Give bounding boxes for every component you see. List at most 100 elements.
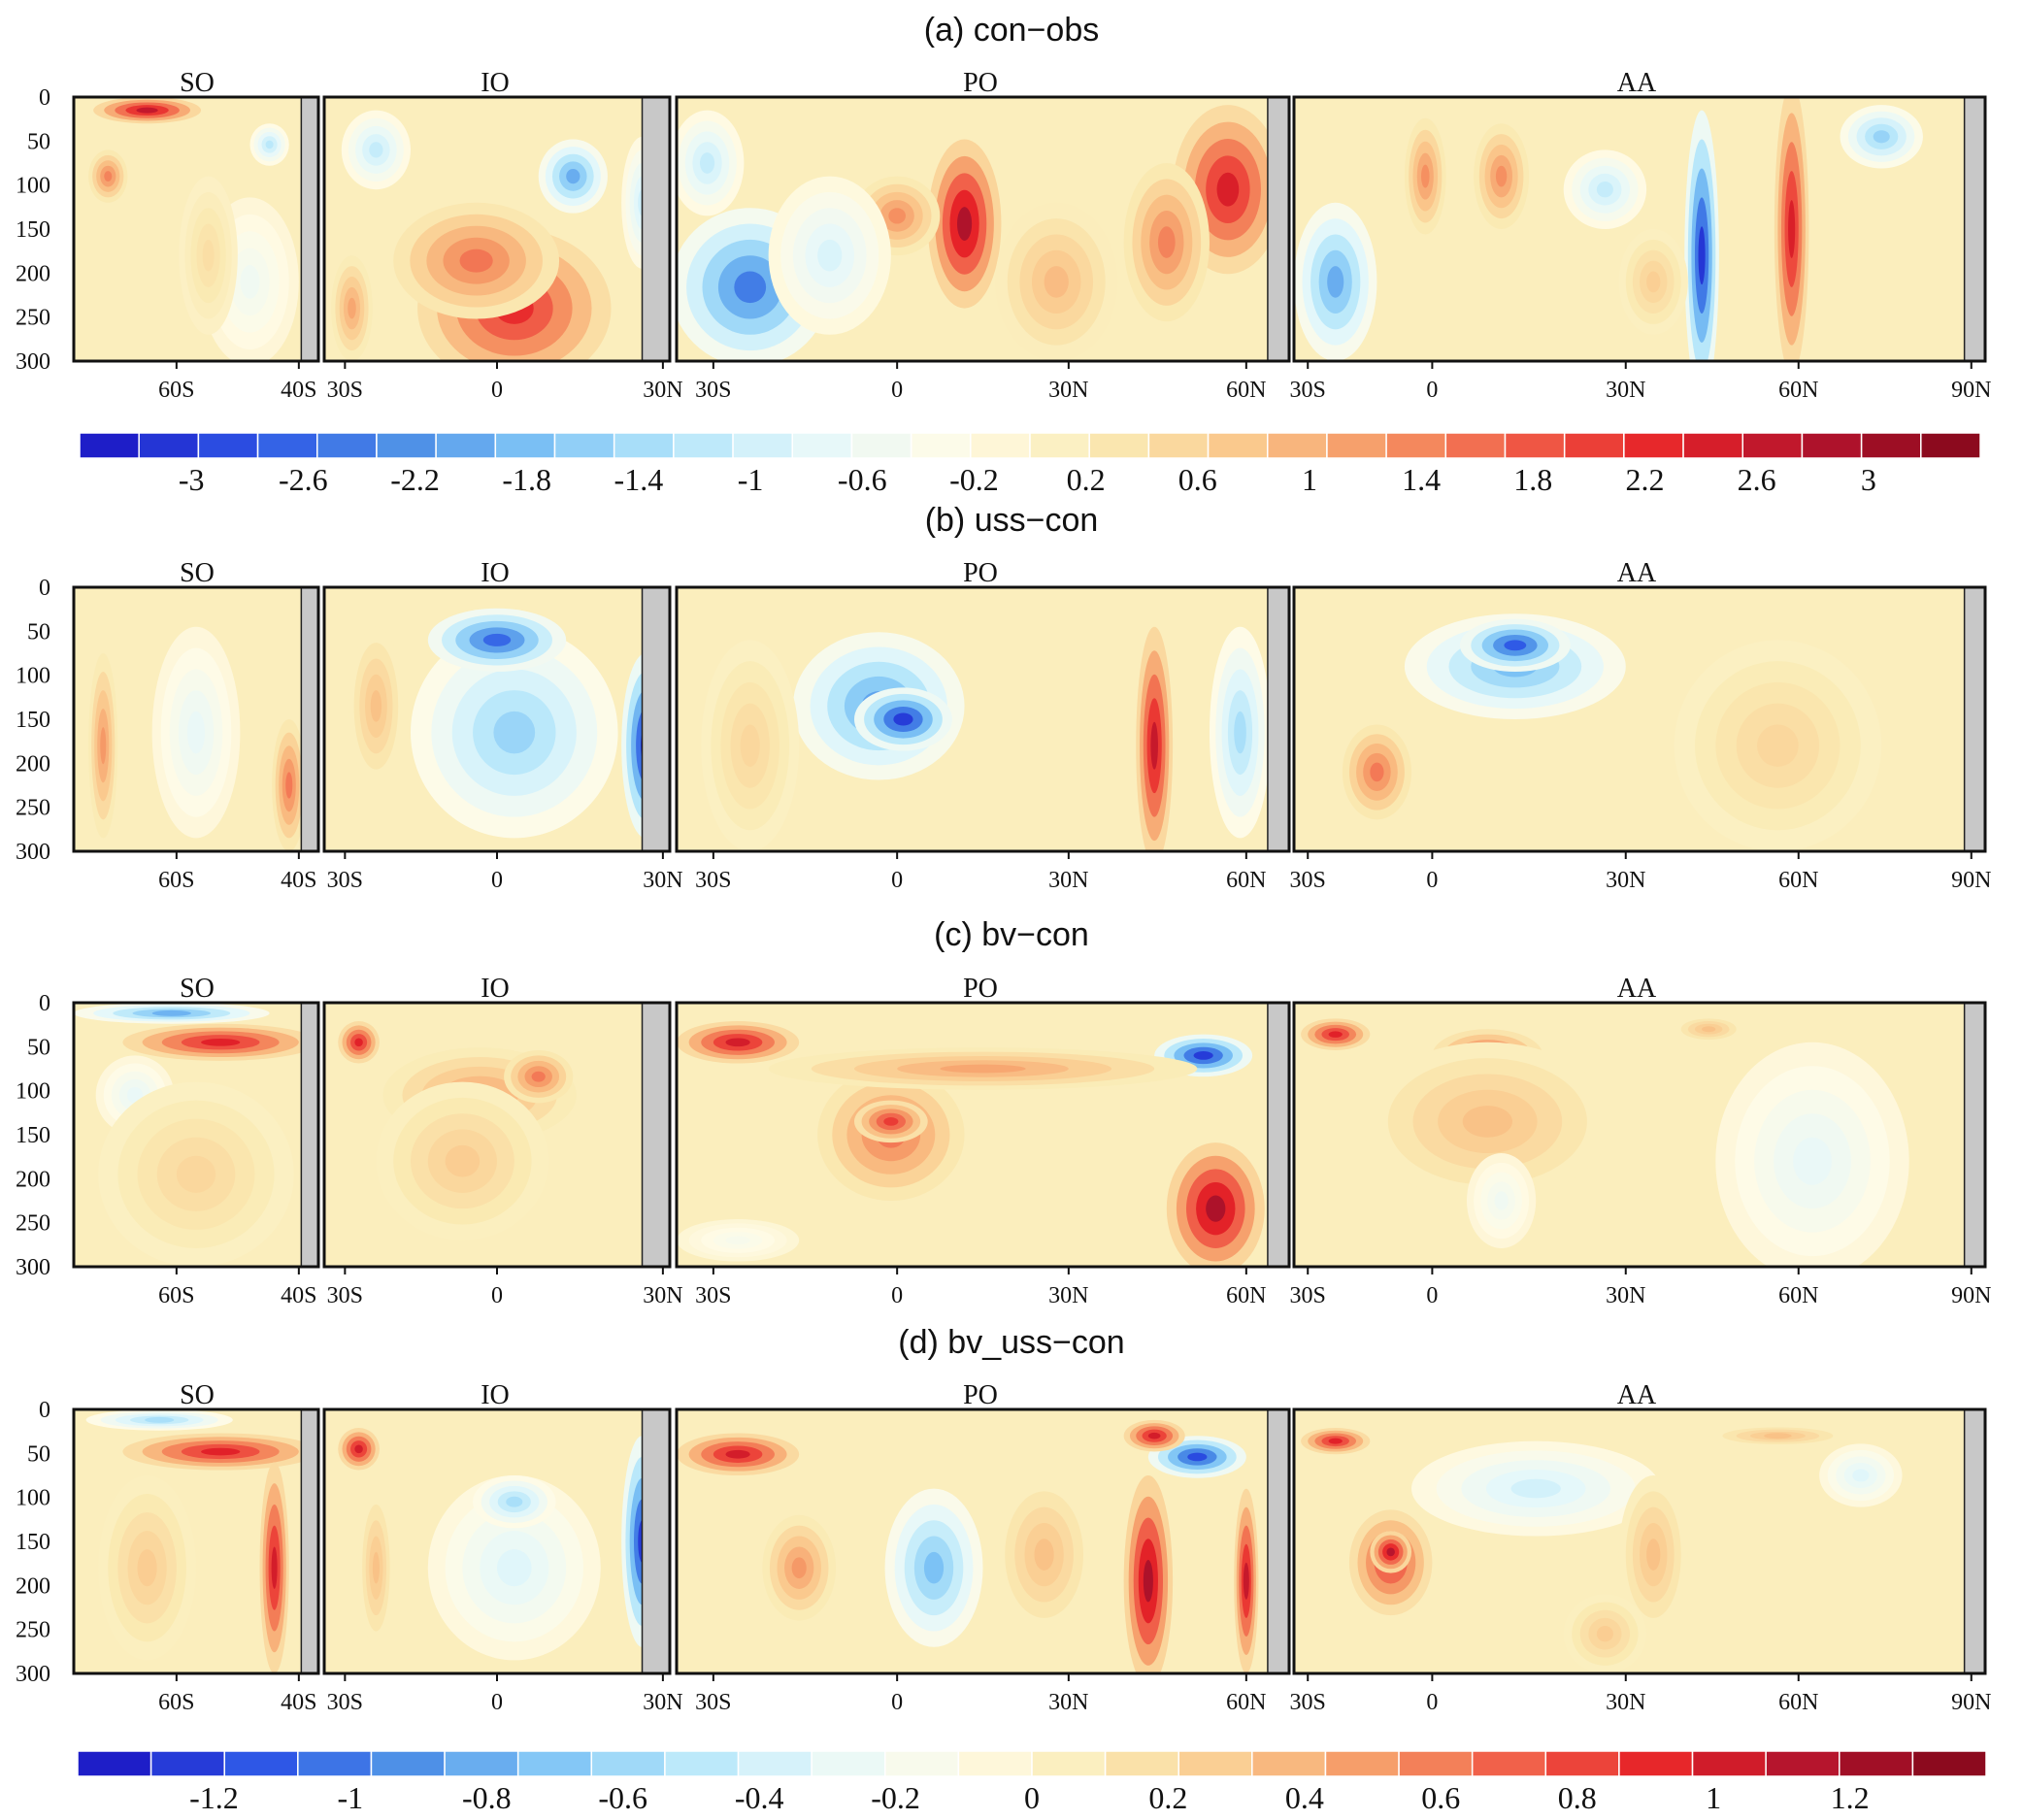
contour-blob [493,711,536,754]
contour-blob [817,239,843,272]
contour-blob [1243,1562,1249,1600]
basin-panel-po: PO 30S 0 30N 60N [675,68,1291,403]
basin-panel-aa: AA 30S 0 30N 60N 90N [1290,558,1992,893]
colorbar-label: 0.4 [1285,1780,1324,1815]
lon-tick-label: 60S [158,1283,194,1308]
colorbar-swatch [1801,432,1863,459]
depth-tick-label: 150 [16,217,50,243]
contour-blob [1873,130,1890,144]
lon-tick-label: 60N [1778,868,1818,893]
panel-frame [1292,585,1987,853]
contour-blob [1852,1469,1870,1482]
colorbar-swatch [1326,432,1387,459]
basin-panel-io: IO 30S 0 30N [322,558,683,893]
contour-blob [923,1551,945,1584]
colorbar-swatch [1618,1750,1694,1777]
lon-tick-label: 30N [1048,868,1088,893]
contour-blob [1494,1191,1509,1210]
contour-blob [126,1087,144,1104]
colorbar-swatch [1911,1750,1987,1777]
land-mask [1267,586,1290,852]
colorbar-swatch [737,1750,813,1777]
colorbar-swatch [444,1750,519,1777]
lon-tick-label: 90N [1951,378,1991,403]
colorbar-swatch [494,432,556,459]
basin-title: IO [481,1380,510,1410]
lon-tick-label: 30N [643,378,682,403]
colorbar-label: -1.2 [189,1780,239,1815]
contour-blob [285,772,293,799]
contour-blob [1328,1031,1343,1038]
contour-field [74,1003,318,1267]
land-mask [1267,96,1290,362]
colorbar-swatch [791,432,853,459]
lon-tick-label: 60N [1778,378,1818,403]
contour-blob [136,107,158,114]
contour-blob [1044,266,1069,298]
colorbar-label: 0.8 [1558,1780,1597,1815]
panel-frame [72,95,320,363]
colorbar-swatch [1920,432,1981,459]
depth-tick-label: 0 [39,1398,50,1423]
contour-field [1294,1003,1985,1267]
contour-blob [1234,711,1246,754]
colorbar-label: -1 [338,1780,364,1815]
contour-blob [956,207,973,241]
lon-tick-label: 30S [327,378,363,403]
colorbar-swatch [1839,1750,1914,1777]
contour-field [74,97,318,361]
lon-tick-label: 30N [1048,1690,1088,1715]
colorbar-swatch [376,432,437,459]
panel-title: (a) con−obs [924,12,1100,49]
contour-blob [1646,271,1661,293]
lon-tick-label: 0 [891,1283,903,1308]
colorbar-label: -0.2 [949,462,999,497]
contour-blob [1206,1195,1226,1222]
depth-tick-label: 250 [16,1618,50,1643]
colorbar-label: 1 [1302,462,1317,497]
contour-blob [445,1144,481,1177]
colorbar-label: 1.2 [1831,1780,1870,1815]
lon-tick-label: 60S [158,378,194,403]
contour-blob [1646,1539,1661,1571]
colorbar-swatch [223,1750,299,1777]
colorbar-label: 2.6 [1738,462,1776,497]
colorbar-top: -3 -2.6 -2.2 -1.8 -1.4 -1 -0.6 -0.2 0.2 0.6 1 1.4 1.… [79,432,1981,497]
colorbar-swatch [1741,432,1804,459]
depth-tick-label: 0 [39,85,50,111]
contour-blob [1216,172,1240,207]
lon-tick-label: 60N [1778,1690,1818,1715]
basin-title: AA [1617,558,1657,588]
contour-blob [699,152,715,174]
contour-field [324,587,670,851]
contour-blob [1157,226,1176,258]
colorbar-swatch [1691,1750,1767,1777]
colorbar-label: 0.2 [1067,462,1106,497]
depth-tick-label: 200 [16,261,50,286]
contour-field [677,587,1289,851]
depth-tick-label: 0 [39,991,50,1016]
colorbar-label: -2.2 [390,462,440,497]
colorbar-swatch [138,432,200,459]
basin-title: SO [180,974,215,1004]
land-mask [641,586,671,852]
lon-tick-label: 30N [1048,1283,1088,1308]
land-mask [641,96,671,362]
contour-blob [1328,1438,1343,1444]
contour-field [74,1409,318,1673]
panel-frame [675,585,1291,853]
basin-title: AA [1617,974,1657,1004]
basin-title: PO [963,974,998,1004]
lon-tick-label: 30N [1606,1283,1645,1308]
depth-tick-label: 250 [16,306,50,331]
contour-field [324,97,670,361]
lon-tick-label: 0 [891,1690,903,1715]
colorbar-label: -2.6 [279,462,328,497]
lon-tick-label: 90N [1951,1283,1991,1308]
lon-tick-label: 30N [643,868,682,893]
contour-field [324,1003,670,1267]
depth-tick-label: 150 [16,1123,50,1148]
background-field [1294,587,1985,851]
colorbar-swatch [673,432,734,459]
colorbar-swatch [553,432,615,459]
